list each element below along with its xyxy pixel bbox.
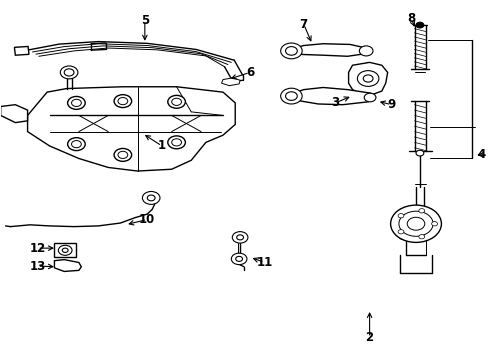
Polygon shape bbox=[27, 87, 235, 171]
Circle shape bbox=[60, 66, 78, 79]
Circle shape bbox=[398, 213, 404, 218]
Circle shape bbox=[168, 95, 185, 108]
Circle shape bbox=[172, 98, 181, 105]
Circle shape bbox=[364, 93, 376, 102]
Polygon shape bbox=[54, 260, 81, 271]
Text: 5: 5 bbox=[141, 14, 149, 27]
Polygon shape bbox=[348, 62, 388, 95]
Circle shape bbox=[416, 22, 424, 28]
Circle shape bbox=[236, 256, 243, 261]
Circle shape bbox=[281, 43, 302, 59]
Circle shape bbox=[68, 138, 85, 150]
Circle shape bbox=[58, 245, 72, 255]
Circle shape bbox=[118, 151, 128, 158]
Circle shape bbox=[399, 211, 433, 236]
Circle shape bbox=[62, 248, 68, 252]
Circle shape bbox=[416, 150, 424, 156]
Circle shape bbox=[286, 92, 297, 100]
Bar bbox=[14, 46, 29, 55]
Circle shape bbox=[286, 46, 297, 55]
Polygon shape bbox=[292, 44, 366, 56]
Text: 6: 6 bbox=[246, 66, 254, 79]
Text: 11: 11 bbox=[256, 256, 272, 269]
Circle shape bbox=[72, 99, 81, 107]
Circle shape bbox=[72, 140, 81, 148]
Circle shape bbox=[357, 71, 379, 86]
Text: 4: 4 bbox=[478, 148, 486, 161]
Circle shape bbox=[419, 235, 425, 239]
Text: 12: 12 bbox=[29, 242, 46, 255]
Circle shape bbox=[232, 231, 248, 243]
Circle shape bbox=[359, 46, 373, 56]
Circle shape bbox=[172, 139, 181, 146]
Text: 7: 7 bbox=[299, 18, 308, 31]
Text: 9: 9 bbox=[388, 98, 396, 111]
Circle shape bbox=[237, 235, 244, 240]
Circle shape bbox=[147, 195, 155, 201]
Circle shape bbox=[419, 209, 425, 213]
Circle shape bbox=[281, 88, 302, 104]
Circle shape bbox=[114, 95, 132, 108]
Circle shape bbox=[118, 98, 128, 105]
Circle shape bbox=[143, 192, 160, 204]
Polygon shape bbox=[292, 87, 371, 105]
Polygon shape bbox=[395, 209, 436, 239]
Text: 8: 8 bbox=[407, 12, 415, 25]
Bar bbox=[54, 243, 76, 257]
Circle shape bbox=[168, 136, 185, 149]
Circle shape bbox=[391, 205, 441, 242]
Circle shape bbox=[114, 148, 132, 161]
Polygon shape bbox=[0, 105, 27, 123]
Polygon shape bbox=[221, 78, 240, 86]
Text: 10: 10 bbox=[139, 213, 155, 226]
Circle shape bbox=[64, 69, 74, 76]
Circle shape bbox=[68, 96, 85, 109]
Circle shape bbox=[231, 253, 247, 265]
Text: 2: 2 bbox=[366, 331, 374, 344]
Circle shape bbox=[398, 230, 404, 234]
Text: 1: 1 bbox=[158, 139, 166, 152]
Circle shape bbox=[432, 222, 438, 226]
Text: 3: 3 bbox=[331, 96, 340, 109]
Circle shape bbox=[363, 75, 373, 82]
Circle shape bbox=[407, 217, 425, 230]
Text: 13: 13 bbox=[29, 260, 46, 273]
